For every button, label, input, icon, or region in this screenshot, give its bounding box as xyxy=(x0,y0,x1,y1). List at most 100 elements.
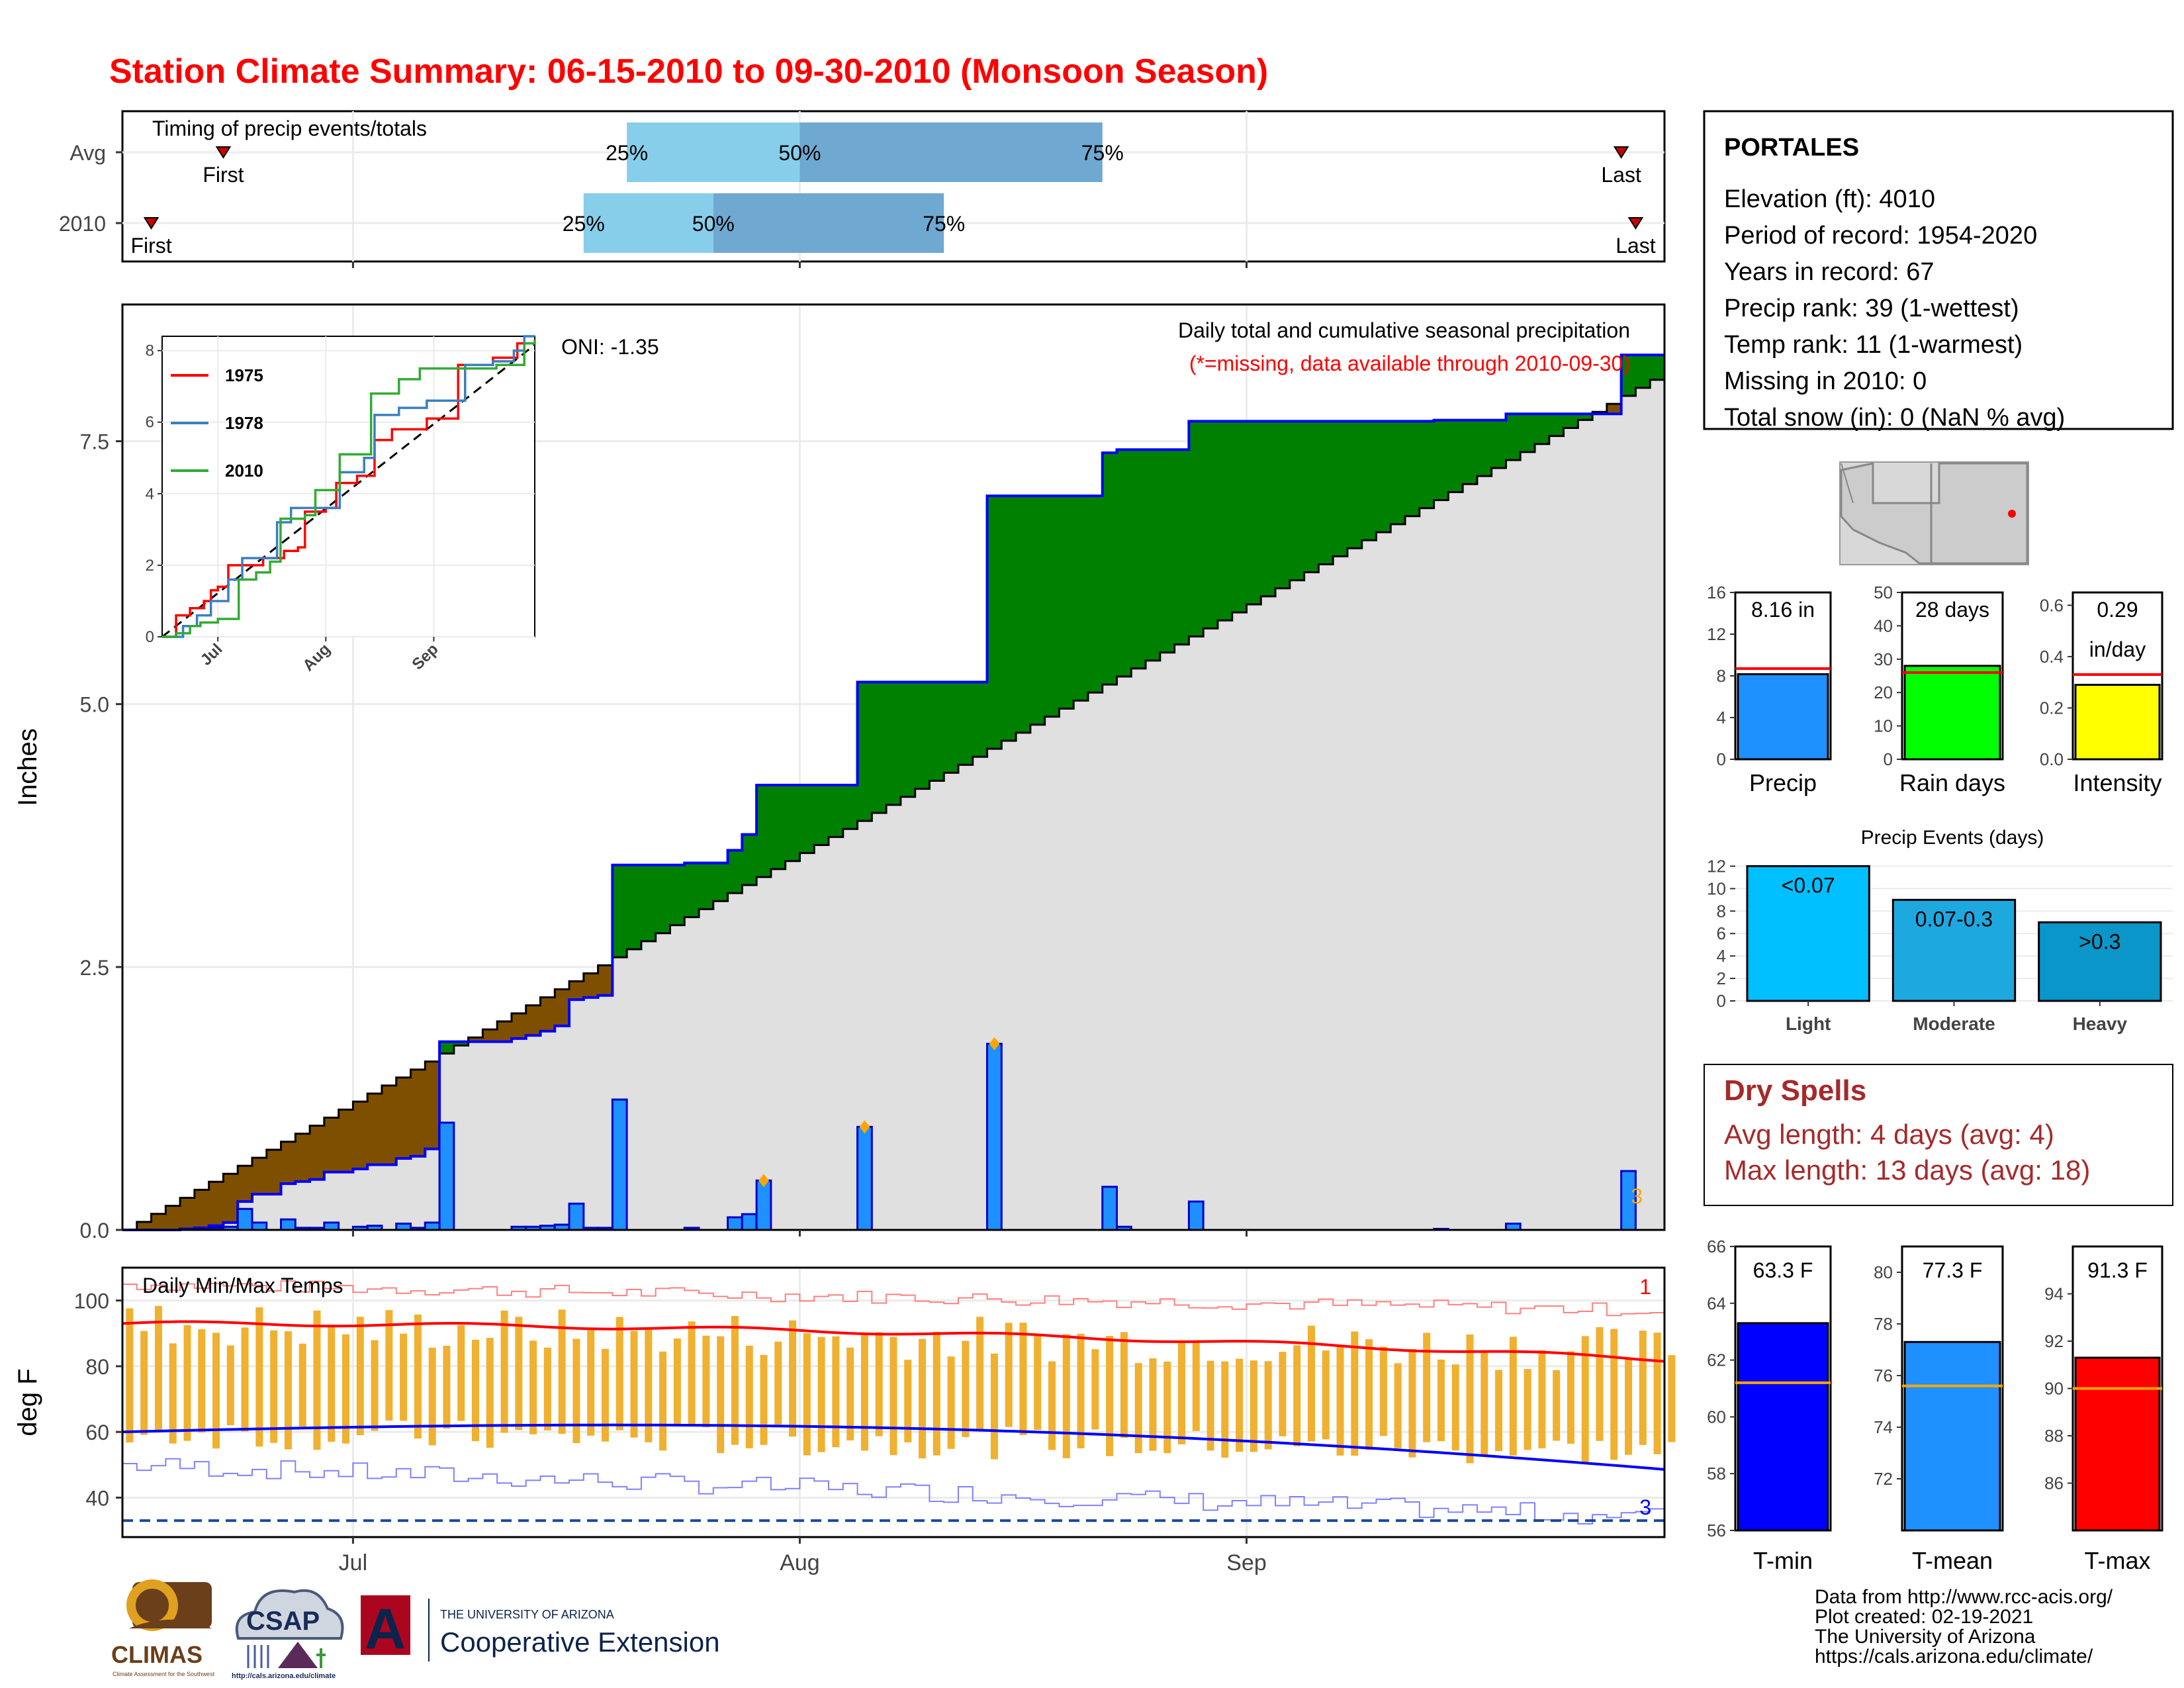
timing-panel-title: Timing of precip events/totals xyxy=(152,117,427,140)
above-normal-fill xyxy=(670,865,685,925)
events-category-label: Light xyxy=(1786,1013,1831,1034)
timing-quantile-label: 75% xyxy=(923,212,965,236)
below-normal-fill xyxy=(266,1149,282,1194)
below-normal-fill xyxy=(165,1205,181,1230)
ua-logo-line2: Cooperative Extension xyxy=(440,1626,720,1658)
below-normal-fill xyxy=(310,1125,325,1180)
daily-precip-bar xyxy=(741,1213,758,1231)
below-normal-fill xyxy=(381,1085,397,1165)
above-normal-fill xyxy=(1203,421,1218,629)
inset-legend-label: 1975 xyxy=(225,365,263,385)
above-normal-fill xyxy=(842,785,858,829)
temp-bar-tmean-ytick-label: 76 xyxy=(1874,1366,1893,1385)
precip-ytick-label: 5.0 xyxy=(80,693,109,717)
above-normal-fill xyxy=(612,865,627,958)
below-normal-fill xyxy=(223,1174,238,1223)
temp-bar-tmax-ytick-label: 94 xyxy=(2044,1284,2064,1304)
above-normal-fill xyxy=(944,682,959,773)
above-normal-fill xyxy=(1232,421,1248,613)
temp-bar-tmax-bar xyxy=(2074,1356,2161,1532)
mini-bar-rain-days-ytick-label: 10 xyxy=(1874,716,1893,736)
station-location-marker xyxy=(2008,510,2016,518)
events-bar-label: 0.07-0.3 xyxy=(1915,907,1993,931)
credit-line-2: Plot created: 02-19-2021 xyxy=(1815,1606,2033,1628)
mini-bar-precip-label: Precip xyxy=(1749,769,1817,796)
events-ytick-label: 8 xyxy=(1717,901,1726,921)
below-normal-fill xyxy=(410,1069,426,1156)
above-normal-fill xyxy=(1189,421,1204,637)
normal-cumulative-line xyxy=(122,371,1666,1231)
timing-q50-q75-bar xyxy=(799,122,1103,182)
above-normal-fill xyxy=(1116,449,1132,677)
above-normal-fill xyxy=(785,785,801,861)
daily-precip-bar xyxy=(424,1221,441,1231)
observed-cumulative-line xyxy=(122,353,1664,1231)
below-normal-fill xyxy=(540,997,555,1031)
events-ytick-label: 10 xyxy=(1707,878,1726,898)
above-normal-fill xyxy=(1549,414,1565,436)
below-normal-fill xyxy=(583,973,599,998)
mini-bar-rain-days-ytick-label: 40 xyxy=(1874,616,1893,635)
above-normal-fill xyxy=(684,863,700,917)
temp-ylabel: deg F xyxy=(13,1368,42,1436)
timing-row-label: Avg xyxy=(69,141,106,165)
above-normal-fill xyxy=(641,865,657,941)
above-normal-fill xyxy=(972,682,988,757)
events-category-label: Moderate xyxy=(1913,1013,1995,1034)
below-normal-fill xyxy=(151,1213,166,1230)
daily-precip-bar xyxy=(438,1121,455,1231)
timing-first-marker xyxy=(143,217,159,230)
inset-normal-line xyxy=(161,344,535,638)
timing-q25-q50-bar xyxy=(583,193,713,253)
timing-quantile-label: 25% xyxy=(563,212,605,236)
above-normal-fill xyxy=(453,1041,469,1046)
below-normal-fill xyxy=(497,1021,512,1042)
precip-ytick-label: 2.5 xyxy=(80,956,109,980)
events-bar-moderate xyxy=(1891,898,2017,1002)
below-normal-fill xyxy=(338,1109,354,1172)
mini-bar-rain-days-label: Rain days xyxy=(1899,769,2005,796)
temp-bar-tmean-bar xyxy=(1903,1340,2001,1532)
daily-precip-bar xyxy=(1101,1186,1118,1231)
timing-first-marker-label: First xyxy=(203,163,244,187)
mini-bar-precip-ytick-label: 4 xyxy=(1717,708,1726,727)
events-ytick-label: 2 xyxy=(1717,968,1726,988)
temp-bar-value-text: 77.3 F xyxy=(1923,1258,1983,1282)
daily-precip-bar xyxy=(986,1043,1003,1231)
above-normal-fill xyxy=(1448,420,1463,492)
above-normal-fill xyxy=(929,682,944,781)
daily-precip-marker xyxy=(859,1120,870,1134)
above-normal-fill xyxy=(1289,421,1305,581)
timing-last-marker-label: Last xyxy=(1615,234,1656,258)
events-ytick-label: 0 xyxy=(1717,991,1726,1011)
temp-ytick-label: 100 xyxy=(74,1289,109,1313)
below-normal-fill xyxy=(468,1037,483,1042)
below-normal-fill xyxy=(281,1141,296,1184)
precip-note-1: Daily total and cumulative seasonal prec… xyxy=(1178,318,1630,342)
daily-precip-bar xyxy=(280,1218,296,1231)
normal-tmax-line xyxy=(122,1320,1665,1363)
daily-precip-bar xyxy=(856,1125,873,1231)
precip-ytick-label: 0.0 xyxy=(80,1219,109,1243)
precip-note-2: (*=missing, data available through 2010-… xyxy=(1189,352,1630,375)
above-normal-fill xyxy=(1146,449,1161,661)
locator-map xyxy=(1839,461,2029,565)
dry-spells-title: Dry Spells xyxy=(1724,1074,1866,1107)
xtick-label: Jul xyxy=(339,1550,367,1575)
daily-precip-bar xyxy=(568,1202,585,1231)
mini-bar-rain-days-bar xyxy=(1903,665,2001,761)
temp-bar-tmax-ytick-label: 92 xyxy=(2044,1331,2064,1351)
station-years: Years in record: 67 xyxy=(1724,258,1934,286)
mini-bar-value-text: 28 days xyxy=(1915,598,1989,622)
above-normal-fill xyxy=(1217,421,1233,621)
daily-precip-bar xyxy=(755,1179,772,1231)
temp-bar-charts: 56 58 60 62 64 66 T-min 63.3 F 72 74 76 78 80 T-mean 7… xyxy=(1707,1237,2163,1574)
above-normal-fill xyxy=(627,865,642,949)
events-ytick-label: 12 xyxy=(1707,856,1726,876)
csap-logo-subtext: http://cals.arizona.edu/climate xyxy=(232,1672,336,1680)
above-normal-fill xyxy=(439,1041,455,1054)
inset-xtick-label: Jul xyxy=(197,640,226,669)
events-bar-label: <0.07 xyxy=(1782,873,1835,897)
temp-chart-frame xyxy=(121,1266,1666,1538)
